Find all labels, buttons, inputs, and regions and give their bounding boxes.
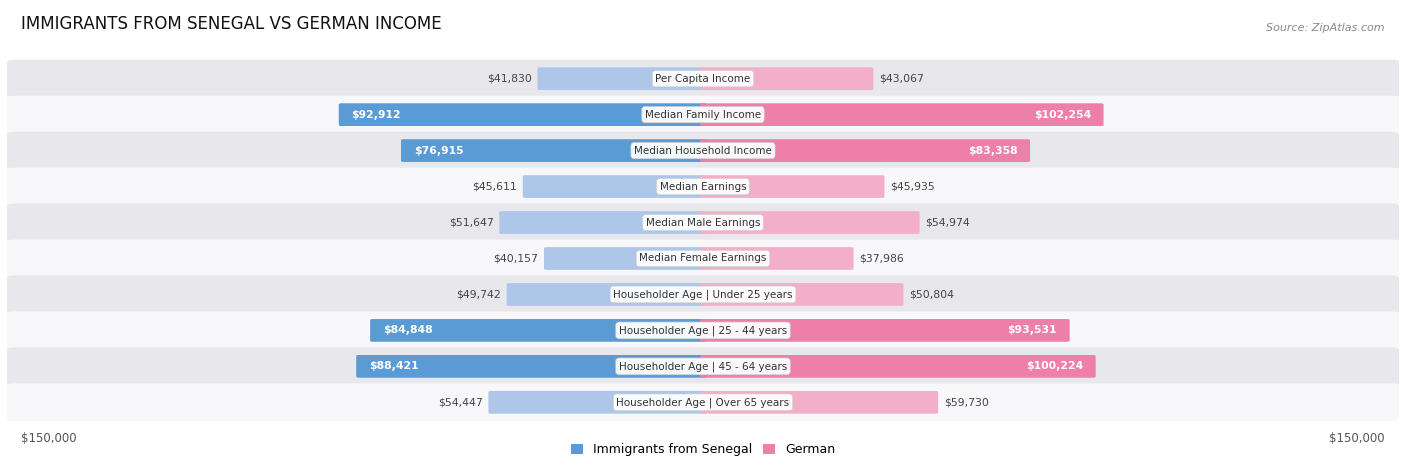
FancyBboxPatch shape [7, 204, 1399, 241]
Text: $51,647: $51,647 [449, 218, 494, 227]
FancyBboxPatch shape [700, 67, 873, 90]
FancyBboxPatch shape [488, 391, 706, 414]
Text: Per Capita Income: Per Capita Income [655, 74, 751, 84]
Text: $84,848: $84,848 [382, 325, 433, 335]
Text: IMMIGRANTS FROM SENEGAL VS GERMAN INCOME: IMMIGRANTS FROM SENEGAL VS GERMAN INCOME [21, 14, 441, 33]
Text: $41,830: $41,830 [486, 74, 531, 84]
FancyBboxPatch shape [339, 103, 706, 126]
Text: Median Family Income: Median Family Income [645, 110, 761, 120]
FancyBboxPatch shape [7, 168, 1399, 205]
Text: Median Male Earnings: Median Male Earnings [645, 218, 761, 227]
Text: $100,224: $100,224 [1026, 361, 1083, 371]
Text: $92,912: $92,912 [352, 110, 401, 120]
Text: Source: ZipAtlas.com: Source: ZipAtlas.com [1267, 23, 1385, 33]
FancyBboxPatch shape [7, 60, 1399, 98]
Text: Median Household Income: Median Household Income [634, 146, 772, 156]
Text: Householder Age | 45 - 64 years: Householder Age | 45 - 64 years [619, 361, 787, 372]
Legend: Immigrants from Senegal, German: Immigrants from Senegal, German [565, 438, 841, 461]
Text: $150,000: $150,000 [1329, 432, 1385, 445]
Text: $54,974: $54,974 [925, 218, 970, 227]
FancyBboxPatch shape [401, 139, 706, 162]
FancyBboxPatch shape [356, 355, 706, 378]
Text: $37,986: $37,986 [859, 254, 904, 263]
Text: $59,730: $59,730 [943, 397, 988, 407]
FancyBboxPatch shape [700, 175, 884, 198]
FancyBboxPatch shape [700, 391, 938, 414]
Text: Median Earnings: Median Earnings [659, 182, 747, 191]
FancyBboxPatch shape [7, 383, 1399, 421]
FancyBboxPatch shape [7, 276, 1399, 313]
FancyBboxPatch shape [7, 311, 1399, 349]
FancyBboxPatch shape [700, 319, 1070, 342]
Text: $45,935: $45,935 [890, 182, 935, 191]
FancyBboxPatch shape [700, 139, 1031, 162]
FancyBboxPatch shape [700, 211, 920, 234]
Text: $40,157: $40,157 [494, 254, 538, 263]
Text: Median Female Earnings: Median Female Earnings [640, 254, 766, 263]
Text: Householder Age | Under 25 years: Householder Age | Under 25 years [613, 289, 793, 300]
Text: $88,421: $88,421 [368, 361, 419, 371]
Text: $102,254: $102,254 [1033, 110, 1091, 120]
FancyBboxPatch shape [370, 319, 706, 342]
FancyBboxPatch shape [7, 347, 1399, 385]
FancyBboxPatch shape [544, 247, 706, 270]
Text: $54,447: $54,447 [439, 397, 482, 407]
FancyBboxPatch shape [700, 355, 1095, 378]
Text: $43,067: $43,067 [879, 74, 924, 84]
FancyBboxPatch shape [700, 247, 853, 270]
Text: $93,531: $93,531 [1007, 325, 1057, 335]
FancyBboxPatch shape [523, 175, 706, 198]
FancyBboxPatch shape [700, 103, 1104, 126]
Text: $49,742: $49,742 [457, 290, 501, 299]
Text: Householder Age | Over 65 years: Householder Age | Over 65 years [616, 397, 790, 408]
Text: $50,804: $50,804 [910, 290, 955, 299]
Text: Householder Age | 25 - 44 years: Householder Age | 25 - 44 years [619, 325, 787, 336]
Text: $76,915: $76,915 [413, 146, 463, 156]
Text: $83,358: $83,358 [967, 146, 1018, 156]
FancyBboxPatch shape [700, 283, 904, 306]
Text: $45,611: $45,611 [472, 182, 517, 191]
FancyBboxPatch shape [499, 211, 706, 234]
FancyBboxPatch shape [506, 283, 706, 306]
FancyBboxPatch shape [7, 132, 1399, 170]
FancyBboxPatch shape [7, 240, 1399, 277]
FancyBboxPatch shape [537, 67, 706, 90]
Text: $150,000: $150,000 [21, 432, 77, 445]
FancyBboxPatch shape [7, 96, 1399, 134]
